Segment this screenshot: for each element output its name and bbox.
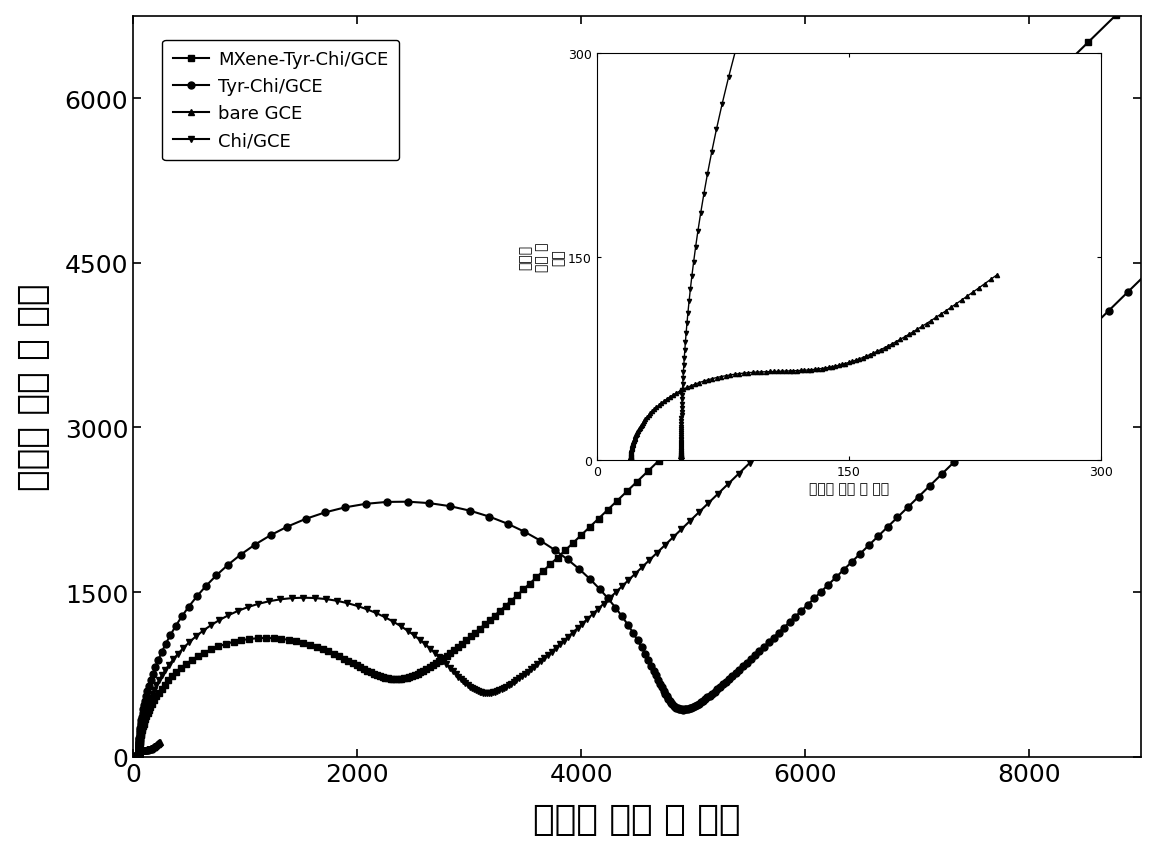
Legend: MXene-Tyr-Chi/GCE, Tyr-Chi/GCE, bare GCE, Chi/GCE: MXene-Tyr-Chi/GCE, Tyr-Chi/GCE, bare GCE… xyxy=(162,40,400,161)
bare GCE xyxy=(129,750,142,760)
Tyr-Chi/GCE xyxy=(132,751,146,761)
Chi/GCE xyxy=(340,598,354,608)
MXene-Tyr-Chi/GCE xyxy=(132,751,146,762)
Chi/GCE xyxy=(369,608,383,618)
Y-axis label: 虚部阻 抗（ 欧 姆）: 虚部阻 抗（ 欧 姆） xyxy=(16,283,51,490)
bare GCE xyxy=(129,751,142,762)
Tyr-Chi/GCE xyxy=(844,557,858,567)
X-axis label: 实部阻 抗（ 欧 姆）: 实部阻 抗（ 欧 姆） xyxy=(534,803,741,836)
Line: Chi/GCE: Chi/GCE xyxy=(135,205,1014,760)
bare GCE xyxy=(153,737,167,747)
MXene-Tyr-Chi/GCE xyxy=(132,746,146,757)
MXene-Tyr-Chi/GCE xyxy=(400,673,413,683)
Chi/GCE xyxy=(133,730,147,740)
bare GCE xyxy=(129,751,142,762)
Tyr-Chi/GCE xyxy=(132,751,146,762)
bare GCE xyxy=(141,745,155,755)
Chi/GCE xyxy=(566,628,580,638)
Tyr-Chi/GCE xyxy=(132,751,146,762)
Tyr-Chi/GCE xyxy=(359,499,373,509)
Line: Tyr-Chi/GCE: Tyr-Chi/GCE xyxy=(135,227,1158,760)
Line: bare GCE: bare GCE xyxy=(132,739,163,760)
Tyr-Chi/GCE xyxy=(132,746,146,756)
MXene-Tyr-Chi/GCE xyxy=(132,746,146,756)
MXene-Tyr-Chi/GCE xyxy=(132,751,146,762)
Chi/GCE xyxy=(1004,203,1018,213)
Tyr-Chi/GCE xyxy=(608,603,622,613)
Chi/GCE xyxy=(132,749,146,759)
Chi/GCE xyxy=(132,751,146,762)
Line: MXene-Tyr-Chi/GCE: MXene-Tyr-Chi/GCE xyxy=(135,13,1119,760)
Chi/GCE xyxy=(132,751,146,762)
MXene-Tyr-Chi/GCE xyxy=(132,744,146,754)
MXene-Tyr-Chi/GCE xyxy=(394,674,408,684)
bare GCE xyxy=(129,750,142,760)
bare GCE xyxy=(129,751,142,762)
MXene-Tyr-Chi/GCE xyxy=(1108,11,1122,21)
bare GCE xyxy=(129,751,142,762)
